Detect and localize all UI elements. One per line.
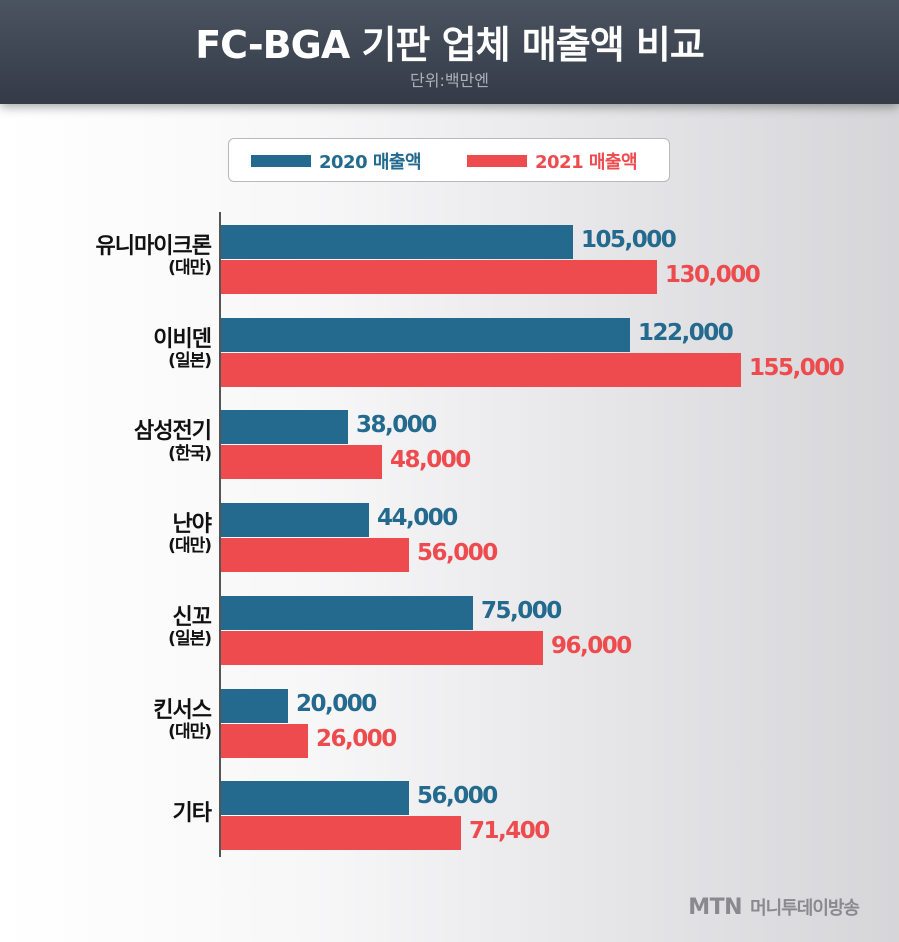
bar-2021 [221, 816, 461, 851]
category-name: 난야 [172, 512, 212, 538]
value-label-2020: 105,000 [581, 227, 677, 253]
category-name: 이비덴 [153, 326, 212, 352]
bar-2020 [221, 503, 369, 538]
category-name: 킨서스 [153, 697, 212, 723]
legend-swatch-2020 [251, 155, 311, 167]
value-label-2020: 44,000 [377, 505, 458, 532]
bar-2021 [221, 445, 382, 480]
category-label: 신꼬 (일본) [168, 604, 212, 650]
legend-label-2021: 2021 매출액 [535, 152, 638, 173]
value-label-2021: 26,000 [316, 725, 397, 752]
category-label: 기타 [172, 801, 212, 827]
category-name: 신꼬 [172, 604, 212, 630]
legend-item-2020: 2020 매출액 [251, 139, 422, 183]
legend-swatch-2021 [467, 155, 527, 167]
category-label: 삼성전기 (한국) [134, 419, 212, 464]
category-name: 유니마이크론 [95, 234, 212, 259]
category-country: (대만) [168, 258, 212, 279]
category-label: 킨서스 (대만) [153, 697, 212, 743]
bar-2021 [221, 352, 741, 387]
chart-title: FC-BGA 기판 업체 매출액 비교 [195, 23, 705, 67]
category-country: (한국) [168, 443, 212, 464]
value-label-2021: 130,000 [665, 262, 761, 288]
value-label-2020: 38,000 [356, 412, 437, 439]
category-name: 기타 [172, 801, 212, 827]
broadcaster-name: 머니투데이방송 [750, 898, 860, 919]
bar-2020 [221, 688, 288, 723]
value-label-2021: 71,400 [469, 818, 550, 845]
category-country: (일본) [168, 629, 212, 650]
value-label-2021: 56,000 [417, 540, 498, 567]
bar-2021 [221, 260, 657, 294]
broadcaster-logo: MTN 머니투데이방송 [688, 894, 860, 920]
bar-2020 [221, 317, 630, 352]
value-label-2020: 20,000 [296, 690, 377, 717]
category-country: (대만) [168, 536, 212, 557]
value-label-2021: 155,000 [749, 354, 845, 381]
legend-item-2021: 2021 매출액 [467, 139, 638, 183]
value-label-2021: 48,000 [390, 447, 471, 474]
category-country: (대만) [168, 721, 212, 742]
bar-2021 [221, 630, 543, 665]
category-name: 삼성전기 [134, 419, 212, 445]
bar-2020 [221, 410, 348, 445]
category-label: 유니마이크론 (대만) [95, 234, 212, 279]
value-label-2021: 96,000 [551, 632, 632, 659]
value-label-2020: 75,000 [481, 597, 562, 624]
bar-2020 [221, 781, 409, 816]
category-label: 난야 (대만) [168, 512, 212, 557]
legend: 2020 매출액 2021 매출액 [228, 138, 670, 182]
mtn-logo-text: MTN [688, 895, 743, 920]
chart-subtitle: 단위:백만엔 [410, 71, 489, 90]
bar-2020 [221, 595, 473, 630]
category-country: (일본) [168, 350, 212, 371]
bar-2021 [221, 538, 409, 573]
y-axis-line [219, 212, 221, 857]
value-label-2020: 122,000 [638, 319, 734, 346]
legend-label-2020: 2020 매출액 [319, 152, 422, 173]
value-label-2020: 56,000 [417, 783, 498, 810]
header: FC-BGA 기판 업체 매출액 비교 단위:백만엔 [0, 0, 899, 104]
bar-2021 [221, 723, 308, 758]
category-label: 이비덴 (일본) [153, 326, 212, 372]
bar-2020 [221, 225, 573, 259]
